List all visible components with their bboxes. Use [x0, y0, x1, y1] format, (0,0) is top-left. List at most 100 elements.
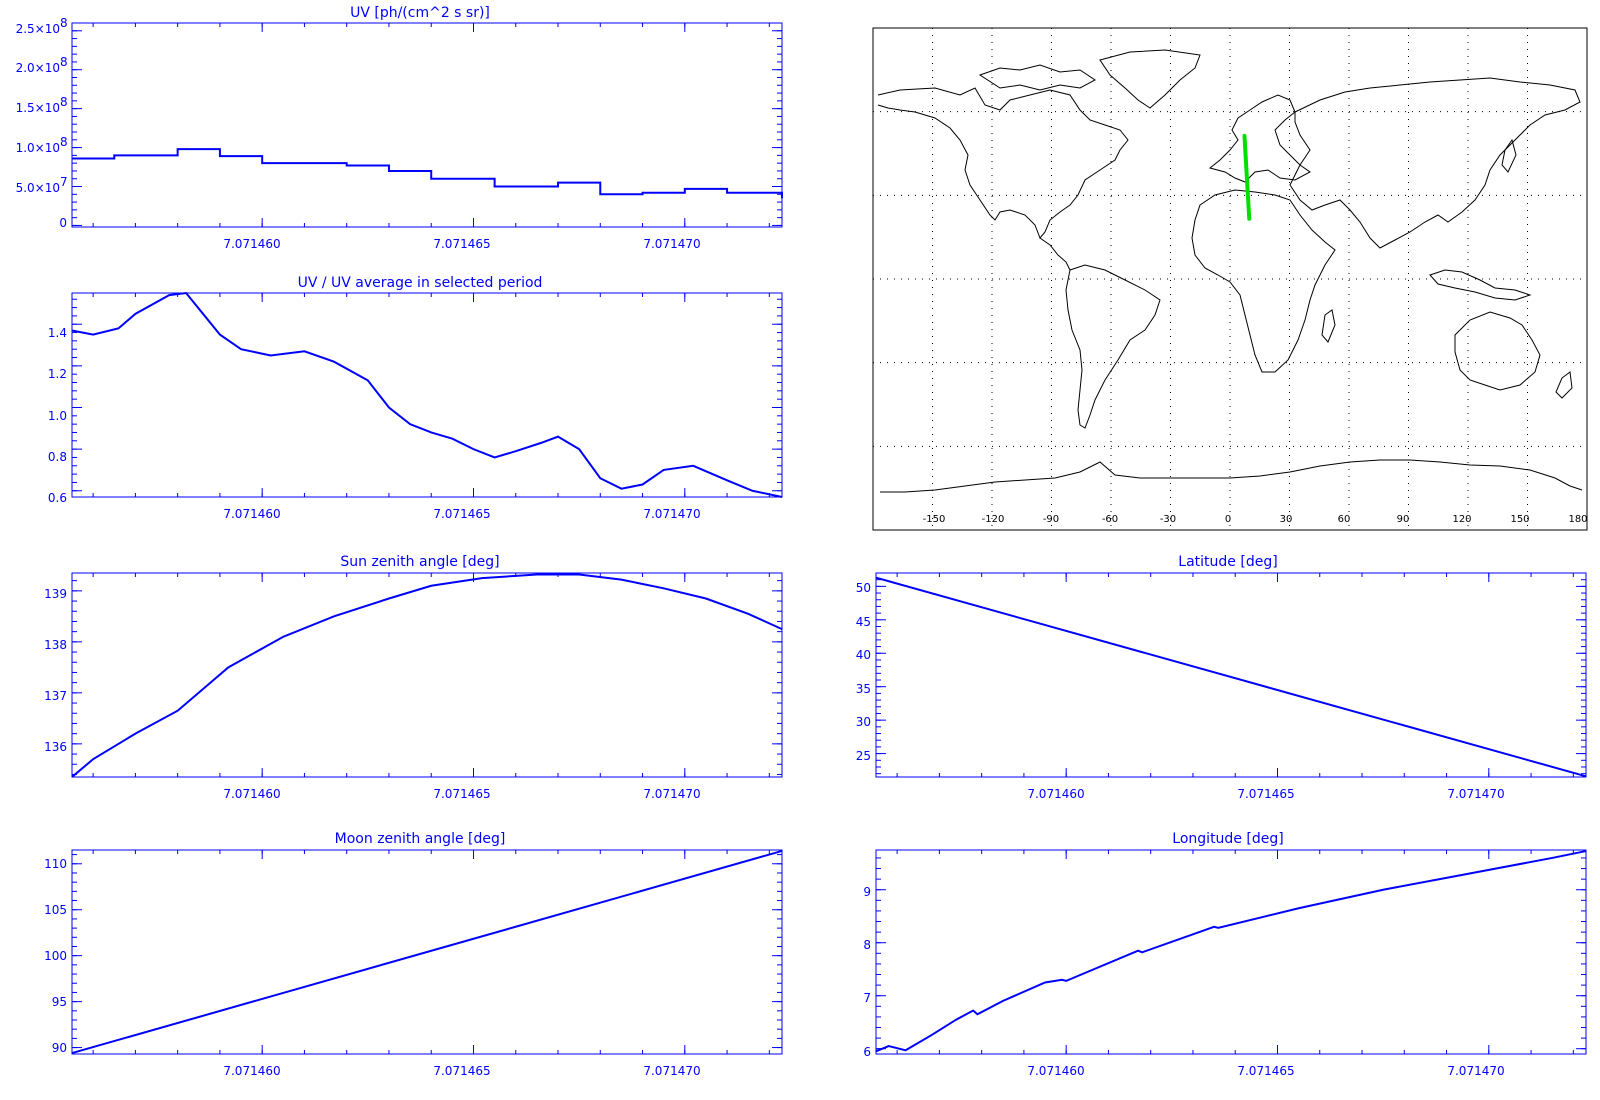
sun-zenith-axis-ticks — [72, 573, 782, 777]
uv-axis-ticks — [72, 22, 782, 227]
uv-y-tick-exponent: 8 — [60, 95, 68, 109]
longitude-y-tick-label: 7 — [863, 991, 871, 1005]
uv-ratio-panel: UV / UV average in selected period 7.071… — [48, 275, 783, 521]
latitude-y-tick-label: 30 — [856, 715, 871, 729]
sun-zenith-y-tick-label: 137 — [44, 689, 67, 703]
uv-y-tick-label: 2.5×10 — [16, 22, 60, 36]
uv-ratio-axis-ticks — [72, 293, 782, 497]
map-lon-label: 180 — [1568, 514, 1587, 525]
map-coastlines — [877, 49, 1583, 493]
latitude-series — [875, 576, 1587, 778]
longitude-chart-title: Longitude [deg] — [1172, 831, 1283, 847]
moon-zenith-y-tick-label: 90 — [52, 1041, 67, 1055]
sun-zenith-panel: Sun zenith angle [deg] 7.071460 7.071465… — [44, 554, 783, 801]
sun-zenith-x-tick-label: 7.071470 — [643, 787, 700, 801]
uv-series-line — [72, 148, 783, 199]
uv-y-tick-label: 2.0×10 — [16, 61, 60, 75]
satellite-track-line — [1242, 133, 1252, 221]
uv-x-tick-label: 7.071470 — [643, 237, 700, 251]
uv-y-tick-exponent: 8 — [60, 135, 68, 149]
map-lon-label: -30 — [1160, 514, 1176, 525]
uv-ratio-series-line — [71, 291, 783, 498]
coastline-greenland — [1099, 49, 1201, 109]
latitude-y-tick-label: 35 — [856, 682, 871, 696]
uv-ratio-y-tick-label: 0.8 — [48, 450, 67, 464]
uv-ratio-y-tick-label: 1.2 — [48, 367, 67, 381]
sun-zenith-x-tick-label: 7.071465 — [433, 787, 490, 801]
moon-zenith-y-tick-label: 105 — [44, 903, 67, 917]
coastline-madagascar — [1321, 309, 1336, 343]
moon-zenith-chart-title: Moon zenith angle [deg] — [335, 831, 506, 847]
map-lon-label: -90 — [1043, 514, 1059, 525]
sun-zenith-plot-frame — [71, 572, 783, 778]
latitude-y-tick-label: 40 — [856, 648, 871, 662]
moon-zenith-axis-ticks — [72, 850, 782, 1054]
coastline-antarctica — [880, 459, 1583, 493]
longitude-series — [875, 850, 1587, 1053]
latitude-chart-title: Latitude [deg] — [1178, 554, 1277, 570]
map-lon-label: -60 — [1102, 514, 1118, 525]
uv-ratio-x-tick-label: 7.071460 — [223, 507, 280, 521]
coastline-australia — [1454, 311, 1541, 391]
coastline-central-america — [1039, 237, 1071, 271]
coastline-asia — [1289, 77, 1581, 249]
longitude-y-tick-label: 6 — [863, 1045, 871, 1059]
map-lon-label: 90 — [1397, 514, 1410, 525]
latitude-y-tick-label: 50 — [856, 581, 871, 595]
uv-y-tick-exponent: 7 — [60, 175, 68, 189]
moon-zenith-y-tick-label: 110 — [44, 857, 67, 871]
sun-zenith-series — [71, 573, 783, 778]
sun-zenith-chart-title: Sun zenith angle [deg] — [340, 554, 499, 570]
coastline-europe — [1208, 94, 1311, 183]
uv-y-tick-exponent: 8 — [60, 55, 68, 69]
longitude-series-line — [875, 850, 1587, 1053]
sun-zenith-y-tick-label: 139 — [44, 587, 67, 601]
latitude-plot-frame — [875, 572, 1587, 778]
moon-zenith-series — [71, 849, 783, 1055]
moon-zenith-plot-frame — [71, 849, 783, 1055]
moon-zenith-series-line — [71, 849, 783, 1055]
uv-y-tick-label: 5.0×10 — [16, 181, 60, 195]
moon-zenith-panel: Moon zenith angle [deg] 7.071460 7.07146… — [44, 831, 783, 1078]
longitude-y-tick-label: 9 — [863, 885, 871, 899]
coastline-new-zealand — [1555, 371, 1573, 399]
sun-zenith-y-tick-label: 138 — [44, 638, 67, 652]
map-lon-label: 0 — [1225, 514, 1231, 525]
coastline-arctic-islands — [978, 64, 1096, 91]
uv-ratio-x-tick-label: 7.071470 — [643, 507, 700, 521]
coastline-southeast-asia-islands — [1429, 269, 1532, 301]
longitude-panel: Longitude [deg] 7.071460 7.071465 7.0714… — [863, 831, 1587, 1078]
moon-zenith-x-tick-label: 7.071465 — [433, 1064, 490, 1078]
coastline-south-america — [1065, 264, 1161, 429]
moon-zenith-y-tick-label: 95 — [52, 995, 67, 1009]
latitude-series-line — [875, 576, 1587, 778]
uv-ratio-y-tick-label: 1.0 — [48, 409, 67, 423]
map-lon-label: 120 — [1452, 514, 1471, 525]
uv-ratio-series — [71, 291, 783, 498]
uv-ratio-y-tick-label: 1.4 — [48, 326, 67, 340]
coastline-africa — [1191, 189, 1336, 373]
map-lon-label: 60 — [1338, 514, 1351, 525]
uv-ratio-y-tick-label: 0.6 — [48, 491, 67, 505]
latitude-panel: Latitude [deg] 7.071460 7.071465 7.07147… — [856, 554, 1587, 801]
uv-series — [72, 148, 783, 199]
latitude-x-tick-label: 7.071460 — [1027, 787, 1084, 801]
uv-ratio-plot-frame — [71, 292, 783, 498]
longitude-x-tick-label: 7.071460 — [1027, 1064, 1084, 1078]
uv-x-tick-label: 7.071465 — [433, 237, 490, 251]
latitude-y-tick-label: 25 — [856, 749, 871, 763]
uv-y-tick-label: 0 — [59, 216, 67, 230]
moon-zenith-x-tick-label: 7.071460 — [223, 1064, 280, 1078]
uv-y-tick-exponent: 8 — [60, 16, 68, 30]
sun-zenith-series-line — [71, 573, 783, 778]
uv-x-tick-label: 7.071460 — [223, 237, 280, 251]
longitude-plot-frame — [875, 849, 1587, 1055]
latitude-x-tick-label: 7.071470 — [1447, 787, 1504, 801]
map-graticule — [873, 28, 1587, 530]
moon-zenith-x-tick-label: 7.071470 — [643, 1064, 700, 1078]
uv-ratio-chart-title: UV / UV average in selected period — [298, 275, 543, 291]
map-lon-label: 30 — [1280, 514, 1293, 525]
map-lon-label: -120 — [982, 514, 1005, 525]
uv-panel: UV [ph/(cm^2 s sr)] 7.071460 7.071465 7.… — [16, 5, 783, 251]
